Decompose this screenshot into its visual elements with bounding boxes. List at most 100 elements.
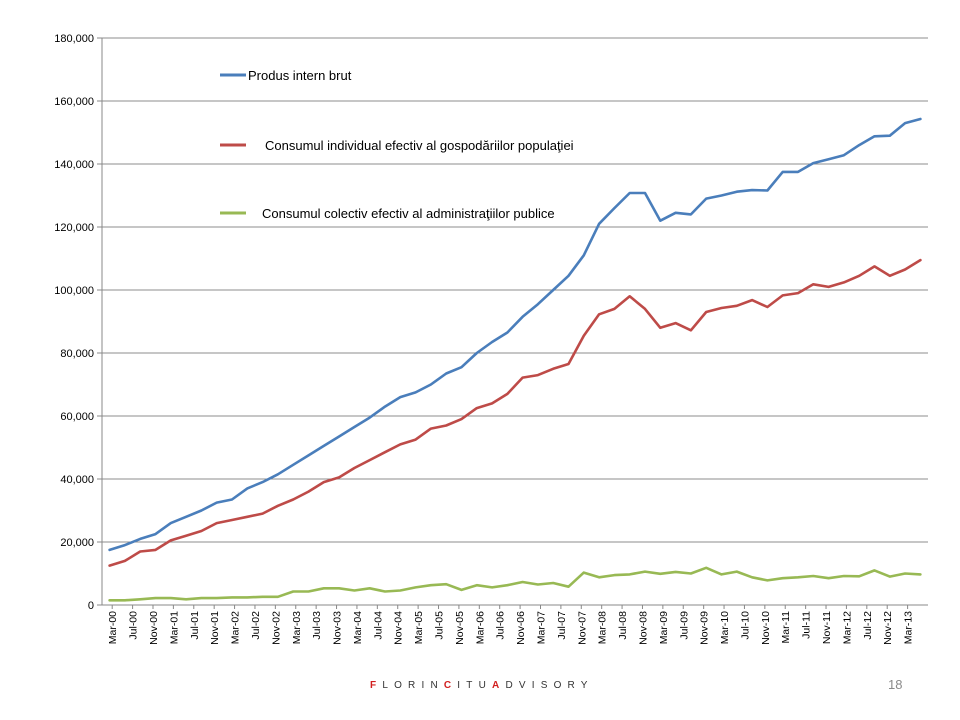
- data-point: [231, 596, 233, 599]
- x-tick-label: Nov-06: [515, 611, 527, 645]
- data-point: [185, 598, 188, 601]
- data-point: [644, 570, 646, 573]
- data-point: [873, 265, 876, 268]
- data-point: [246, 515, 249, 518]
- data-point: [307, 590, 310, 593]
- data-point: [919, 118, 922, 120]
- data-point: [353, 426, 356, 428]
- x-tick-label: Jul-00: [128, 611, 140, 640]
- legend-label: Consumul colectiv efectiv al administraţ…: [262, 206, 555, 221]
- data-point: [751, 189, 753, 192]
- data-point: [277, 504, 279, 507]
- data-point: [904, 268, 906, 271]
- x-tick-label: Mar-02: [230, 611, 242, 644]
- data-point: [827, 577, 830, 580]
- data-point: [445, 424, 448, 427]
- data-point: [858, 575, 861, 578]
- data-point: [674, 571, 677, 573]
- brand-letter: A: [492, 680, 506, 691]
- data-point: [537, 583, 539, 586]
- data-point: [690, 329, 692, 332]
- brand-text: LORIN: [382, 680, 444, 691]
- x-tick-label: Jul-01: [189, 611, 201, 640]
- data-point: [751, 299, 753, 301]
- data-point: [124, 599, 126, 602]
- data-point: [200, 530, 203, 532]
- data-point: [628, 573, 631, 576]
- data-point: [567, 585, 570, 588]
- data-point: [399, 396, 402, 398]
- data-point: [873, 569, 876, 572]
- data-point: [613, 308, 616, 310]
- data-point: [674, 322, 677, 324]
- data-point: [430, 584, 432, 587]
- data-point: [521, 315, 524, 318]
- legend-label: Consumul individual efectiv al gospodări…: [265, 138, 574, 153]
- y-tick-label: 160,000: [54, 96, 94, 108]
- data-point: [108, 564, 111, 567]
- data-point: [674, 211, 677, 214]
- data-point: [475, 352, 478, 354]
- x-tick-label: Mar-12: [841, 611, 853, 644]
- data-point: [552, 582, 555, 584]
- brand-letter: C: [443, 680, 458, 691]
- x-tick-label: Nov-01: [209, 611, 221, 645]
- data-point: [888, 274, 891, 277]
- data-point: [322, 445, 325, 447]
- data-point: [169, 539, 172, 542]
- data-point: [506, 584, 509, 587]
- x-tick-label: Mar-04: [352, 611, 364, 644]
- data-point: [919, 259, 922, 261]
- series-line: [108, 258, 922, 567]
- data-point: [277, 595, 279, 598]
- data-point: [491, 341, 493, 343]
- data-point: [888, 575, 891, 578]
- data-point: [812, 162, 815, 165]
- data-point: [843, 154, 845, 157]
- y-tick-label: 180,000: [54, 33, 94, 45]
- x-tick-label: Mar-09: [658, 611, 670, 644]
- data-point: [628, 295, 631, 298]
- data-point: [797, 292, 799, 294]
- data-point: [598, 576, 600, 579]
- data-point: [919, 573, 922, 576]
- brand-text: ITU: [457, 680, 493, 691]
- y-tick-label: 0: [88, 600, 94, 612]
- data-point: [261, 481, 264, 483]
- data-point: [797, 171, 799, 173]
- data-point: [858, 274, 861, 277]
- data-point: [384, 451, 386, 454]
- data-point: [215, 597, 218, 599]
- data-point: [781, 577, 784, 580]
- legend: Produs intern brut Consumul individual ef…: [220, 68, 574, 221]
- data-point: [231, 498, 233, 501]
- gridlines: [102, 37, 928, 543]
- data-point: [384, 405, 386, 408]
- data-point: [399, 589, 402, 592]
- series-line: [108, 566, 922, 602]
- data-point: [445, 583, 448, 586]
- data-point: [506, 331, 509, 334]
- data-point: [827, 286, 830, 288]
- x-tick-label: Nov-04: [393, 611, 405, 645]
- x-tick-label: Jul-07: [556, 611, 568, 640]
- x-tick-label: Nov-03: [332, 611, 344, 645]
- data-point: [368, 416, 371, 419]
- data-point: [858, 144, 861, 147]
- data-point: [521, 376, 524, 379]
- x-tick-label: Jul-04: [372, 611, 384, 640]
- data-point: [414, 438, 417, 441]
- data-point: [537, 303, 539, 306]
- data-point: [843, 575, 845, 577]
- y-axis-ticks: 0 20,000 40,000 60,000 80,000 100,000 120,000 1…: [54, 33, 102, 612]
- data-point: [124, 544, 126, 546]
- data-point: [292, 463, 295, 466]
- data-point: [582, 334, 585, 337]
- y-tick-label: 40,000: [60, 474, 94, 486]
- data-point: [460, 418, 463, 420]
- data-point: [582, 571, 585, 574]
- data-point: [384, 590, 386, 593]
- data-point: [169, 597, 172, 599]
- data-point: [475, 584, 478, 587]
